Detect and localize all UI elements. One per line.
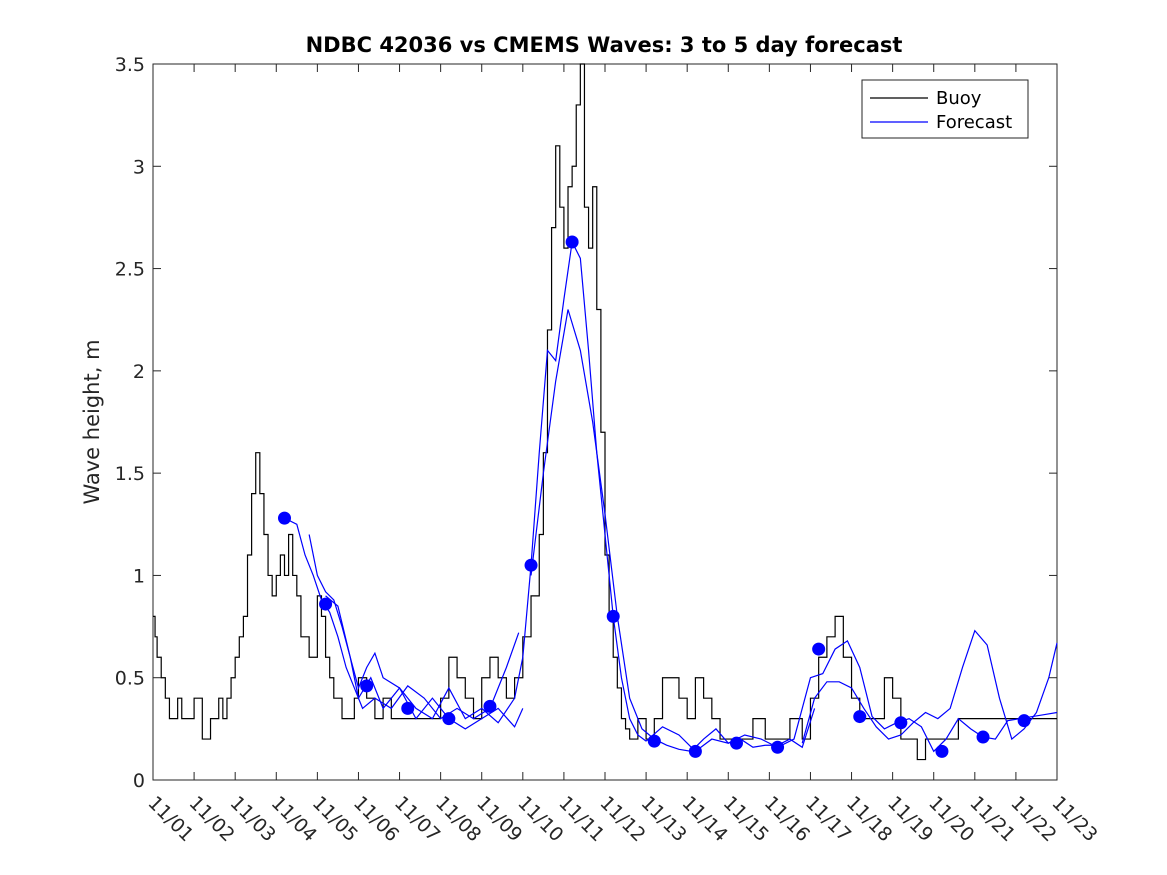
forecast-series-line bbox=[801, 629, 1058, 744]
forecast-marker bbox=[688, 744, 702, 758]
forecast-marker bbox=[401, 701, 415, 715]
forecast-marker bbox=[360, 679, 374, 693]
y-axis: 0 0.5 1 1.5 2 2.5 3 3.5 bbox=[115, 54, 1057, 792]
forecast-series-line bbox=[308, 534, 524, 730]
y-tick-label: 2 bbox=[133, 361, 145, 383]
forecast-marker bbox=[319, 597, 333, 611]
forecast-marker bbox=[1017, 714, 1031, 728]
forecast-marker bbox=[565, 235, 579, 249]
plot-area bbox=[152, 63, 1058, 781]
forecast-series-line bbox=[325, 239, 647, 742]
series-layer bbox=[153, 63, 1058, 761]
y-tick-label: 1.5 bbox=[115, 463, 145, 485]
buoy-series-line bbox=[153, 63, 1057, 761]
forecast-marker bbox=[483, 699, 497, 713]
y-tick-label: 3.5 bbox=[115, 54, 145, 76]
forecast-marker bbox=[976, 730, 990, 744]
legend-box bbox=[861, 79, 1029, 139]
forecast-marker bbox=[647, 734, 661, 748]
forecast-series-line bbox=[530, 309, 816, 753]
forecast-marker bbox=[771, 740, 785, 754]
forecast-marker bbox=[894, 716, 908, 730]
forecast-marker bbox=[606, 609, 620, 623]
y-tick-label: 0 bbox=[133, 770, 145, 792]
y-tick-label: 1 bbox=[133, 565, 145, 587]
legend-buoy-label: Buoy bbox=[936, 88, 982, 109]
y-axis-label: Wave height, m bbox=[80, 339, 104, 504]
forecast-marker bbox=[812, 642, 826, 656]
y-tick-label: 0.5 bbox=[115, 668, 145, 690]
forecast-series-line bbox=[645, 640, 1058, 753]
forecast-marker bbox=[524, 558, 538, 572]
forecast-marker bbox=[853, 710, 867, 724]
legend: Buoy Forecast bbox=[861, 79, 1029, 139]
y-tick-label: 3 bbox=[133, 156, 145, 178]
chart-title: NDBC 42036 vs CMEMS Waves: 3 to 5 day fo… bbox=[306, 33, 903, 57]
forecast-series-line bbox=[284, 517, 520, 720]
forecast-marker bbox=[442, 712, 456, 726]
forecast-marker bbox=[729, 736, 743, 750]
axes-box bbox=[152, 63, 1058, 781]
forecast-marker bbox=[277, 511, 291, 525]
forecast-marker bbox=[935, 744, 949, 758]
legend-forecast-label: Forecast bbox=[936, 112, 1012, 133]
y-tick-label: 2.5 bbox=[115, 259, 145, 281]
